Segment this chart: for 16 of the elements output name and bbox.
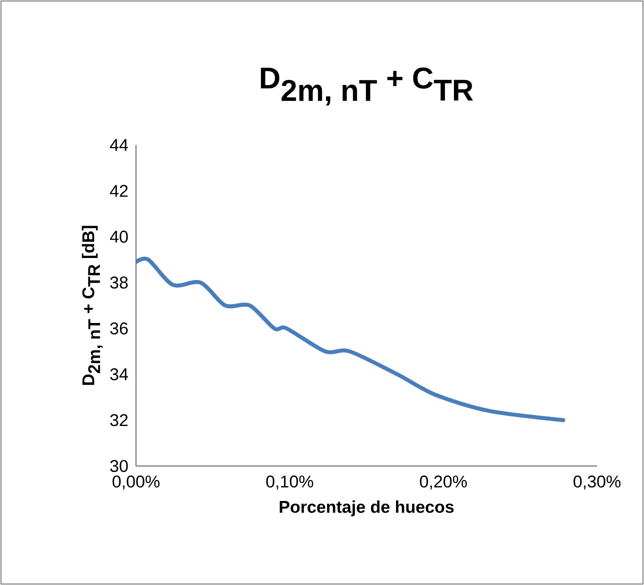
x-tick-label: 0,20%: [420, 476, 467, 490]
y-axis-title: $\textbf{D}_{\textbf{2m, nT}}\textbf{ + C}_{\textbf{TR}}\textbf{ [dB]}$: [82, 226, 103, 385]
y-tick-label: 44: [110, 139, 128, 151]
y-tick-label: 30: [110, 460, 128, 472]
y-tick-label: 38: [110, 276, 128, 289]
y-tick-label: 42: [110, 184, 128, 197]
x-axis-title: Porcentaje de huecos: [280, 500, 454, 516]
y-tick-label: 40: [110, 230, 128, 243]
chart-title: $\textbf{D}_{\textbf{2m, nT}}\textbf{ + C}_{\textbf{TR}}$: [260, 67, 473, 106]
y-tick-label: 34: [110, 368, 128, 380]
x-tick-label: 0,00%: [112, 476, 160, 490]
y-tick-label: 36: [110, 322, 128, 334]
x-tick-label: 0,10%: [266, 476, 314, 490]
line-series: [136, 256, 566, 422]
y-tick-label: 32: [110, 414, 128, 426]
x-tick-label: 0,30%: [574, 476, 620, 490]
